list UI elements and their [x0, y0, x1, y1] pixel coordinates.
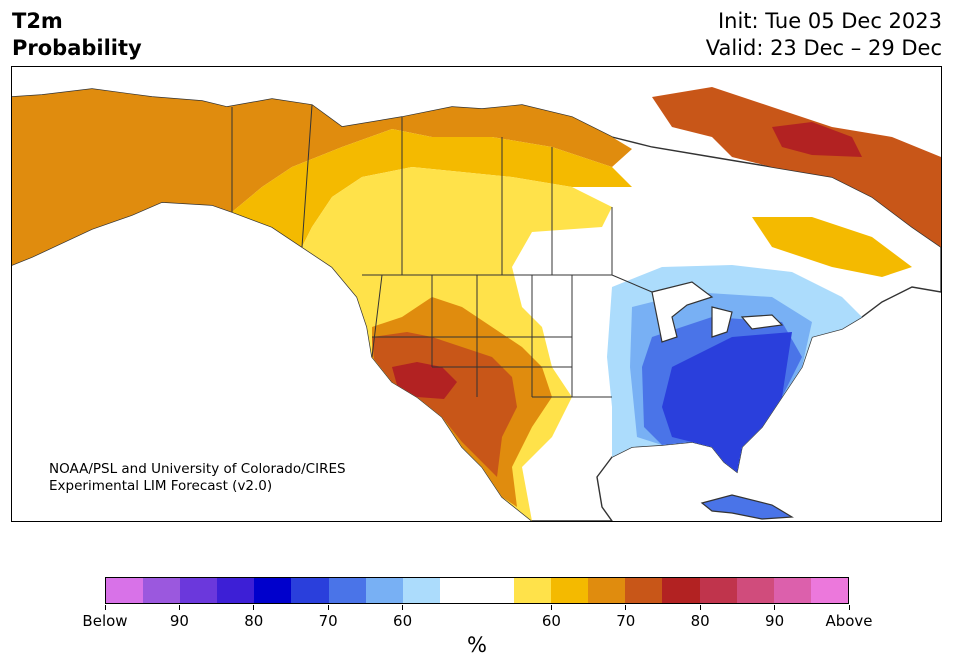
- colorbar: [105, 577, 849, 604]
- colorbar-swatch: [476, 578, 515, 603]
- colorbar-swatch: [514, 578, 552, 603]
- region-above-65-northeast: [752, 217, 912, 277]
- colorbar-swatch: [810, 578, 848, 603]
- colorbar-tick-label: 60: [393, 612, 413, 630]
- colorbar-tick-label: 90: [765, 612, 785, 630]
- colorbar-swatch: [180, 578, 218, 603]
- colorbar-tick: [699, 605, 701, 610]
- map-panel: [11, 66, 942, 522]
- colorbar-tick: [327, 605, 329, 610]
- colorbar-swatch: [291, 578, 329, 603]
- credit-text: NOAA/PSL and University of Colorado/CIRE…: [49, 461, 346, 495]
- colorbar-tick: [104, 605, 106, 610]
- title-line-1: T2m: [12, 9, 63, 33]
- colorbar-swatch: [551, 578, 589, 603]
- colorbar-tick: [550, 605, 552, 610]
- colorbar-swatch: [439, 578, 477, 603]
- colorbar-swatch: [254, 578, 292, 603]
- map-svg: [12, 87, 941, 521]
- init-date: Init: Tue 05 Dec 2023: [717, 9, 942, 33]
- colorbar-tick: [178, 605, 180, 610]
- colorbar-tick-label: 70: [318, 612, 338, 630]
- colorbar-tick-label: 90: [169, 612, 189, 630]
- colorbar-swatch: [625, 578, 663, 603]
- region-above-65-canada: [232, 129, 632, 247]
- region-above-80-northeast: [772, 122, 862, 157]
- colorbar-swatch: [773, 578, 811, 603]
- region-above-70-canada: [12, 89, 632, 265]
- colorbar-tick: [625, 605, 627, 610]
- region-above-75-northeast: [652, 87, 941, 247]
- forecast-dates: Init: Tue 05 Dec 2023 Valid: 23 Dec – 29…: [706, 8, 942, 62]
- colorbar-tick: [848, 605, 850, 610]
- colorbar-swatch: [106, 578, 144, 603]
- island-cuba: [700, 494, 794, 520]
- colorbar-swatch: [699, 578, 737, 603]
- region-below-75-east: [662, 332, 792, 472]
- region-above-80-southwest: [392, 362, 457, 399]
- colorbar-swatch: [365, 578, 403, 603]
- colorbar-swatch: [328, 578, 366, 603]
- colorbar-swatch: [588, 578, 626, 603]
- colorbar-tick: [402, 605, 404, 610]
- credit-line-2: Experimental LIM Forecast (v2.0): [49, 478, 273, 494]
- colorbar-tick-label: 80: [244, 612, 264, 630]
- colorbar-tick-label: Below: [82, 612, 128, 630]
- colorbar-swatch: [143, 578, 181, 603]
- map-title: T2m Probability: [12, 8, 142, 62]
- colorbar-tick-label: 70: [616, 612, 636, 630]
- colorbar-swatch: [736, 578, 774, 603]
- valid-range: Valid: 23 Dec – 29 Dec: [705, 36, 942, 60]
- colorbar-swatch: [217, 578, 255, 603]
- great-lakes: [651, 281, 784, 343]
- colorbar-tick: [253, 605, 255, 610]
- colorbar-unit: %: [467, 633, 487, 657]
- colorbar-tick-label: Above: [825, 612, 873, 630]
- country-border: [231, 104, 653, 398]
- colorbar-tick-label: 80: [690, 612, 710, 630]
- credit-line-1: NOAA/PSL and University of Colorado/CIRE…: [49, 461, 346, 477]
- title-line-2: Probability: [12, 36, 142, 60]
- colorbar-swatch: [662, 578, 700, 603]
- colorbar-swatch: [402, 578, 440, 603]
- colorbar-tick: [774, 605, 776, 610]
- colorbar-tick-label: 60: [541, 612, 561, 630]
